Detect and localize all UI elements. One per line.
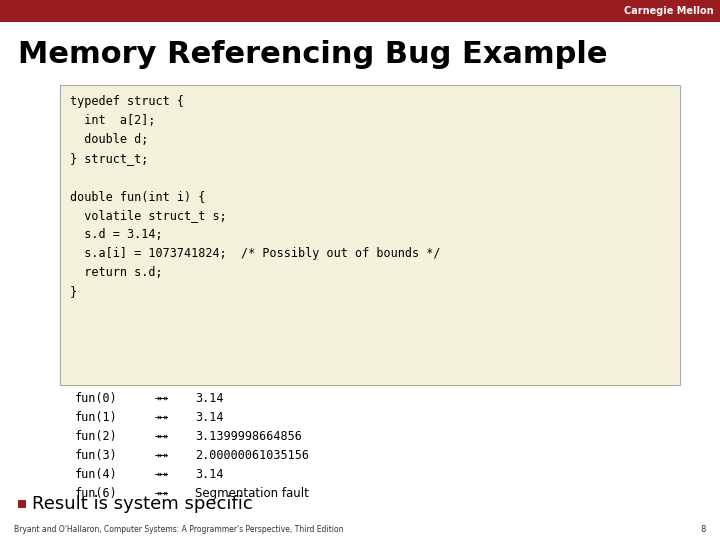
Text: Carnegie Mellon: Carnegie Mellon (624, 6, 714, 16)
Text: ↠↠: ↠↠ (155, 487, 169, 500)
Text: Result is system specific: Result is system specific (32, 495, 253, 513)
Text: 3.14: 3.14 (195, 411, 223, 424)
Text: Memory Referencing Bug Example: Memory Referencing Bug Example (18, 40, 608, 69)
Text: ↠↠: ↠↠ (155, 411, 169, 424)
Text: 8: 8 (701, 525, 706, 534)
Text: Bryant and O'Hallaron, Computer Systems: A Programmer's Perspective, Third Editi: Bryant and O'Hallaron, Computer Systems:… (14, 525, 343, 534)
Text: int  a[2];: int a[2]; (70, 114, 156, 127)
Text: volatile struct_t s;: volatile struct_t s; (70, 209, 227, 222)
Text: fun(3): fun(3) (75, 449, 118, 462)
Text: } struct_t;: } struct_t; (70, 152, 148, 165)
Text: Segmentation fault: Segmentation fault (195, 487, 309, 500)
Text: }: } (70, 285, 77, 298)
FancyBboxPatch shape (60, 85, 680, 385)
Text: typedef struct {: typedef struct { (70, 95, 184, 108)
Text: s.d = 3.14;: s.d = 3.14; (70, 228, 163, 241)
Text: fun(4): fun(4) (75, 468, 118, 481)
Text: 3.1399998664856: 3.1399998664856 (195, 430, 302, 443)
Text: double fun(int i) {: double fun(int i) { (70, 190, 205, 203)
Text: 3.14: 3.14 (195, 392, 223, 405)
Text: ↠↠: ↠↠ (155, 430, 169, 443)
Text: 2.00000061035156: 2.00000061035156 (195, 449, 309, 462)
Text: ↠↠: ↠↠ (155, 392, 169, 405)
Text: double d;: double d; (70, 133, 148, 146)
Text: fun(0): fun(0) (75, 392, 118, 405)
Text: fun(2): fun(2) (75, 430, 118, 443)
Bar (0, 0, 720, 22)
Text: return s.d;: return s.d; (70, 266, 163, 279)
Text: ↠↠: ↠↠ (155, 468, 169, 481)
Text: 3.14: 3.14 (195, 468, 223, 481)
Bar (18, 500, 26, 508)
Text: s.a[i] = 1073741824;  /* Possibly out of bounds */: s.a[i] = 1073741824; /* Possibly out of … (70, 247, 441, 260)
Text: fun(6): fun(6) (75, 487, 118, 500)
Text: ↠↠: ↠↠ (155, 449, 169, 462)
Text: fun(1): fun(1) (75, 411, 118, 424)
